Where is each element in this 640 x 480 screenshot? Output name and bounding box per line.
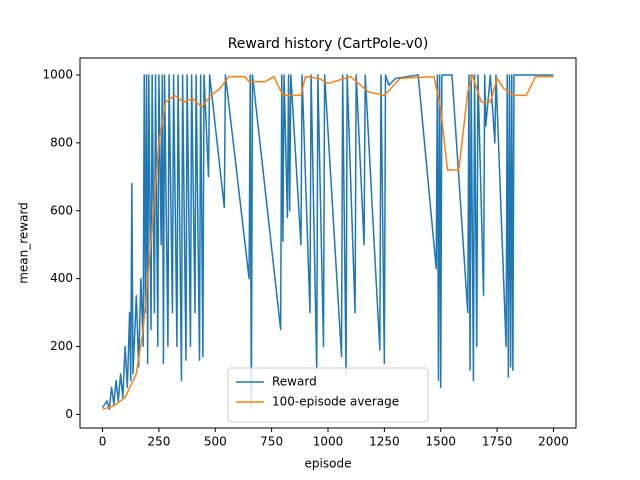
x-tick-label: 750 <box>260 435 283 449</box>
x-tick-label: 500 <box>204 435 227 449</box>
y-tick-label: 600 <box>50 203 73 217</box>
y-tick-label: 800 <box>50 135 73 149</box>
legend-box <box>227 367 429 423</box>
y-tick-label: 1000 <box>42 67 73 81</box>
x-tick-label: 1250 <box>369 435 400 449</box>
x-tick-label: 1500 <box>425 435 456 449</box>
x-tick-label: 1750 <box>482 435 513 449</box>
x-tick-label: 2000 <box>538 435 569 449</box>
axes-frame <box>79 57 577 429</box>
x-tick-label: 0 <box>99 435 107 449</box>
x-tick-label: 250 <box>147 435 170 449</box>
x-axis-label: episode <box>305 457 352 471</box>
y-tick-label: 400 <box>50 271 73 285</box>
series-line <box>101 74 554 411</box>
legend-label: 100-episode average <box>272 395 399 409</box>
series-line <box>102 74 554 411</box>
chart-title: Reward history (CartPole-v0) <box>228 36 429 52</box>
legend-label: Reward <box>272 375 317 389</box>
x-tick-label: 1000 <box>313 435 344 449</box>
y-tick-label: 0 <box>65 407 73 421</box>
y-axis-label: mean_reward <box>17 202 31 284</box>
y-tick-label: 200 <box>50 339 73 353</box>
